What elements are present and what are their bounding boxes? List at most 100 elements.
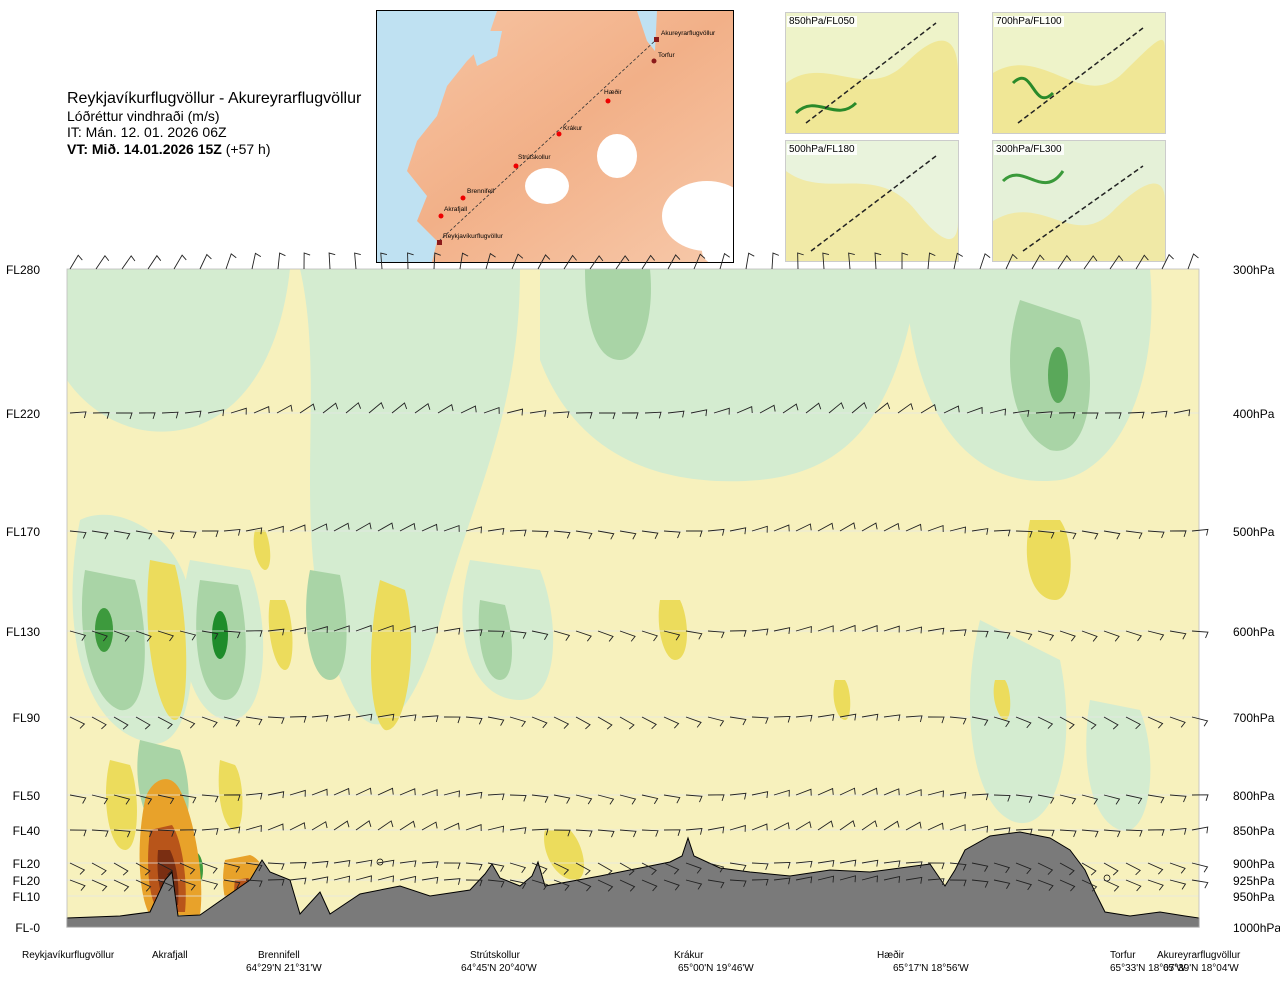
wind-barb: [993, 862, 1011, 874]
wind-barb: [897, 402, 914, 414]
wind-barb: [851, 401, 868, 414]
wind-barb: [201, 862, 218, 874]
wind-barb: [179, 630, 197, 641]
wind-barb: [509, 529, 527, 537]
wind-barb: [157, 716, 173, 730]
wind-barb: [201, 530, 219, 538]
wind-barb: [1058, 412, 1076, 419]
wind-barb: [1150, 410, 1168, 418]
wind-barb: [1169, 879, 1187, 890]
wind-barb: [839, 875, 856, 883]
wind-barb: [644, 411, 662, 419]
wind-barb: [553, 630, 571, 641]
wind-barb: [993, 879, 1011, 889]
wind-barb: [979, 253, 991, 270]
wind-barb: [993, 794, 1011, 802]
wind-barb: [751, 862, 769, 870]
wind-barb: [223, 826, 241, 834]
wind-barb: [883, 820, 900, 831]
wind-barb: [773, 789, 790, 797]
valid-time-bold: VT: Mið. 14.01.2026 15Z: [67, 140, 222, 157]
wind-barb: [719, 252, 730, 270]
wind-barb: [1057, 254, 1072, 270]
wind-barb: [465, 879, 483, 887]
wind-barb: [971, 716, 989, 726]
wind-barb: [267, 823, 284, 831]
wind-barb: [861, 522, 878, 532]
wind-barb: [184, 410, 202, 418]
wind-barb: [92, 412, 110, 419]
wind-barb: [1015, 862, 1032, 875]
wind-barb: [267, 862, 285, 870]
wind-barb: [407, 252, 414, 270]
panel-300-title: 300hPa/FL300: [994, 144, 1064, 155]
wind-barb: [421, 876, 439, 884]
wind-barb: [460, 405, 477, 414]
right-axis-label: 300hPa: [1233, 263, 1275, 277]
wind-barb: [901, 252, 909, 270]
wind-barb: [1059, 829, 1077, 838]
left-axis-label: FL50: [12, 789, 40, 803]
wind-barb: [1103, 630, 1120, 642]
wind-barb: [443, 862, 461, 870]
issue-time: IT: Mán. 12. 01. 2026 06Z: [67, 124, 227, 141]
wind-barb: [1169, 530, 1187, 538]
wind-barb: [641, 716, 657, 730]
wind-barb: [971, 825, 989, 833]
wind-barb: [1103, 879, 1120, 892]
wind-barb: [1103, 530, 1121, 540]
wind-barb: [253, 406, 270, 414]
wind-barb: [509, 630, 527, 639]
wind-barb: [773, 715, 791, 723]
wind-barb: [927, 862, 945, 870]
right-axis-label: 700hPa: [1233, 711, 1275, 725]
wind-barb: [1103, 829, 1121, 838]
wind-barb: [201, 794, 219, 803]
waypoint-coord: 65°00'N 19°46'W: [678, 963, 754, 974]
wind-barb: [971, 862, 989, 872]
wind-barb: [641, 530, 659, 540]
wind-barb: [667, 254, 681, 270]
waypoint-coord: 64°29'N 21°31'W: [246, 963, 322, 974]
wind-barb: [179, 862, 196, 875]
wind-barb: [377, 820, 394, 831]
wind-barb: [91, 862, 107, 876]
wind-barb: [619, 829, 637, 838]
wind-barb: [1037, 794, 1055, 804]
wind-barb: [135, 630, 152, 642]
wind-barb: [421, 626, 438, 634]
wind-barb: [817, 787, 834, 796]
map-label-brennifell: Brennifell: [467, 188, 495, 195]
wind-barb: [553, 794, 571, 804]
wind-barb: [641, 794, 659, 805]
panel-700-svg: [993, 13, 1165, 133]
wind-barb: [817, 875, 835, 883]
wind-barb: [773, 861, 791, 869]
wind-barb: [1059, 530, 1077, 540]
wind-barb: [874, 402, 891, 414]
wind-barb: [251, 252, 262, 270]
wind-barb: [245, 527, 263, 535]
wind-barb: [91, 794, 109, 805]
wind-barb: [663, 530, 681, 539]
wind-barb: [1015, 794, 1033, 803]
wind-barb: [289, 716, 307, 723]
wind-barb: [817, 820, 834, 831]
wind-barb: [641, 862, 657, 876]
wind-barb: [483, 406, 500, 414]
wind-barb: [1127, 411, 1145, 419]
wind-barb: [1015, 630, 1033, 641]
left-axis-label: FL90: [12, 711, 40, 725]
wind-barb: [641, 254, 655, 270]
wind-barb: [817, 714, 835, 721]
wind-barb: [949, 862, 967, 871]
wind-barb: [113, 530, 131, 540]
wind-barb: [355, 787, 372, 796]
wind-barb: [223, 528, 241, 536]
wind-barb: [795, 788, 812, 796]
wind-barb: [736, 406, 753, 414]
wind-barb: [773, 822, 790, 831]
wind-barb: [333, 860, 351, 867]
wind-barb: [245, 630, 263, 637]
wind-barb: [135, 862, 151, 876]
